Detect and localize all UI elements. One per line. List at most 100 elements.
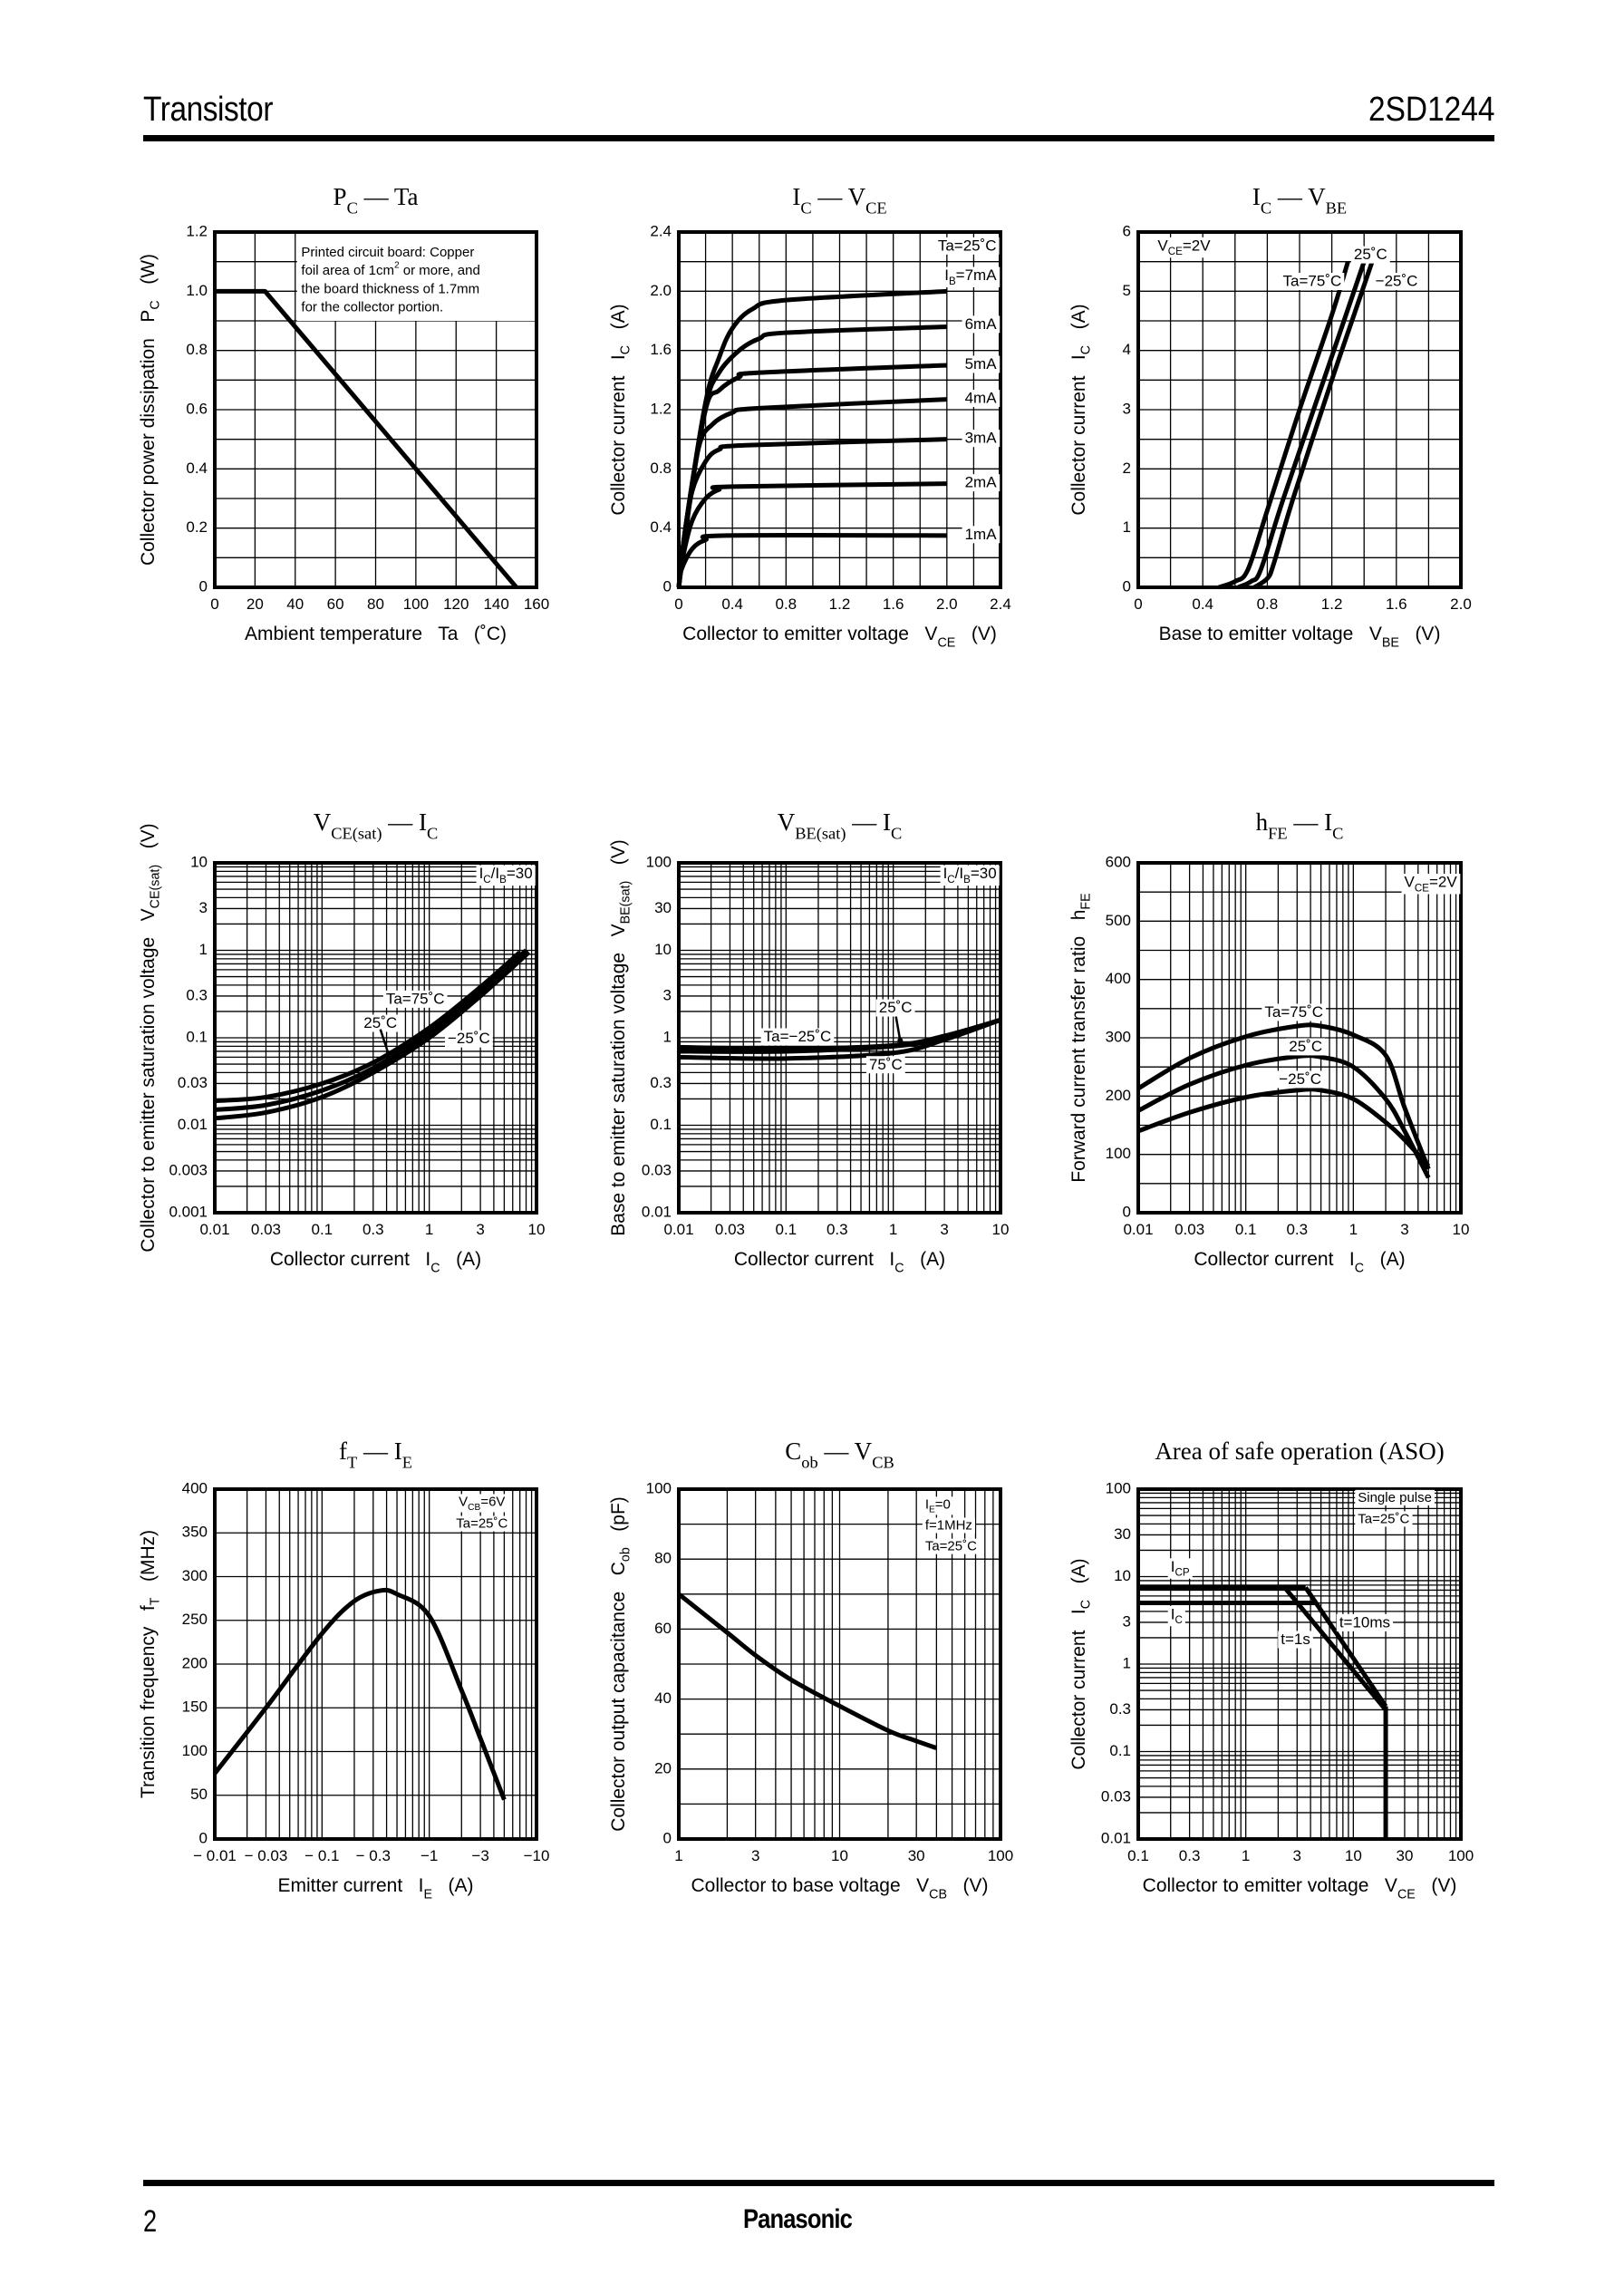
- text-segment: Printed circuit board: Copper: [301, 245, 474, 260]
- x-tick-label: −10: [524, 1847, 550, 1864]
- x-tick-label: 1: [1349, 1221, 1358, 1238]
- subscript-text: CE: [865, 198, 887, 217]
- subscript-text: BE: [1326, 198, 1348, 217]
- y-tick-label: 100: [646, 853, 672, 870]
- x-tick-label: 1.2: [1321, 595, 1343, 613]
- annotation-background: [1401, 874, 1461, 895]
- chart-annotation: IC/IB=30: [479, 866, 533, 886]
- annotation-background: [922, 1538, 981, 1554]
- y-tick-label: 100: [182, 1742, 208, 1759]
- subscript-text: BE: [1382, 635, 1399, 650]
- x-axis-label: Collector current IC (A): [1194, 1249, 1405, 1275]
- text-segment: Ta=25˚C: [938, 237, 997, 255]
- text-segment: V: [1157, 237, 1168, 255]
- x-axis-label: Ambient temperature Ta (˚C): [245, 624, 507, 644]
- text-segment: Collector current I: [270, 1249, 430, 1270]
- text-segment: Forward current transfer ratio h: [1068, 910, 1089, 1183]
- text-segment: or more, and: [400, 263, 480, 278]
- text-segment: Ta=25˚C: [456, 1516, 508, 1532]
- chart-title: hFE — IC: [1256, 808, 1344, 842]
- text-segment: V: [1405, 874, 1416, 891]
- x-tick-label: 3: [1400, 1221, 1408, 1238]
- text-segment: (V): [947, 1875, 989, 1896]
- y-tick-label: 3: [199, 899, 208, 916]
- pointer-arrow: [894, 1016, 902, 1041]
- annotation-background: [1336, 1613, 1394, 1631]
- note-box: [296, 234, 535, 321]
- chart-title: IC — VCE: [792, 183, 886, 217]
- y-tick-label: 10: [190, 853, 208, 870]
- x-tick-label: − 0.3: [356, 1847, 391, 1864]
- text-segment: I: [479, 866, 484, 883]
- x-tick-label: 100: [1448, 1847, 1474, 1864]
- subscript-text: CE: [937, 635, 955, 650]
- annotation-background: [476, 865, 536, 886]
- y-tick-label: 0.03: [642, 1161, 672, 1178]
- text-segment: Base to emitter voltage V: [1159, 624, 1382, 644]
- chart-annotation: IC/IB=30: [943, 866, 997, 886]
- text-segment: /I: [491, 866, 499, 883]
- x-tick-label: −1: [420, 1847, 438, 1864]
- text-segment: Collector current I: [1194, 1249, 1354, 1270]
- x-axis-label: Emitter current IE (A): [277, 1875, 473, 1902]
- text-segment: −25˚C: [448, 1031, 490, 1048]
- annotation-background: [940, 865, 1000, 886]
- y-tick-label: 1: [1123, 1654, 1131, 1671]
- x-tick-label: 0.03: [251, 1221, 281, 1238]
- subscript-text: C: [430, 1261, 440, 1275]
- y-axis-label: Base to emitter saturation voltage VBE(s…: [608, 839, 633, 1236]
- text-segment: — I: [357, 1437, 402, 1465]
- chart-annotation: t=1s: [1281, 1631, 1310, 1648]
- series-line-1: [1218, 260, 1350, 590]
- annotation-background: [962, 430, 1000, 448]
- text-segment: Ta=75˚C: [386, 991, 445, 1008]
- chart-annotation: Ta=−25˚C: [764, 1028, 832, 1045]
- subscript-text: B: [499, 874, 507, 886]
- y-tick-label: 0.03: [178, 1074, 208, 1091]
- text-segment: Collector current I: [1068, 1609, 1089, 1769]
- text-segment: t=1s: [1281, 1631, 1310, 1648]
- chart-7: VCB=6V Ta=25˚C − 0.01 − 0.03 − 0.1 − 0.3 −1 −3 −…: [138, 1437, 550, 1902]
- text-segment: =7mA: [956, 266, 998, 284]
- text-segment: for the collector portion.: [301, 300, 443, 315]
- subscript-text: CB: [468, 1502, 480, 1512]
- y-tick-label: 100: [646, 1479, 672, 1496]
- subscript-text: ob: [801, 1453, 817, 1471]
- subscript-text: CE: [1168, 246, 1183, 257]
- x-tick-label: 10: [1345, 1847, 1362, 1864]
- text-segment: (V): [1416, 1875, 1457, 1896]
- y-tick-label: 600: [1106, 853, 1131, 870]
- text-segment: — Ta: [358, 183, 419, 210]
- series-line-6: [676, 481, 947, 588]
- series-line-1: [213, 1587, 507, 1801]
- subscript-text: FE: [1078, 893, 1093, 909]
- y-tick-label: 250: [182, 1611, 208, 1628]
- text-segment: 5mA: [965, 355, 998, 373]
- chart-annotation: VCB=6V: [459, 1494, 505, 1512]
- text-segment: P: [334, 183, 347, 210]
- y-tick-label: 0: [199, 577, 208, 595]
- subscript-text: BE(sat): [618, 881, 633, 924]
- x-tick-label: 3: [751, 1847, 759, 1864]
- plot-frame: [1136, 1487, 1463, 1841]
- text-segment: (A): [904, 1249, 946, 1270]
- annotation-background: [1155, 237, 1214, 258]
- x-tick-label: 0.03: [1174, 1221, 1204, 1238]
- y-axis-label: Forward current transfer ratio hFE: [1068, 893, 1094, 1182]
- series-line-1: [214, 950, 522, 1104]
- chart-annotation: Ta=25˚C: [925, 1539, 977, 1554]
- y-tick-label: 0.1: [186, 1028, 208, 1045]
- text-segment: 25˚C: [879, 1000, 913, 1017]
- chart-title: Cob — VCB: [785, 1437, 894, 1471]
- chart-annotation: Ta=75˚C: [1264, 1003, 1323, 1021]
- text-segment: the board thickness of 1.7mm: [301, 281, 479, 296]
- text-segment: (V): [138, 823, 159, 865]
- x-tick-label: 3: [476, 1221, 484, 1238]
- y-tick-label: 100: [1106, 1479, 1131, 1496]
- y-tick-label: 2: [1123, 460, 1131, 477]
- subscript-text: C: [1261, 198, 1271, 217]
- subscript-text: C: [148, 300, 162, 309]
- subscript-text: C: [427, 824, 438, 842]
